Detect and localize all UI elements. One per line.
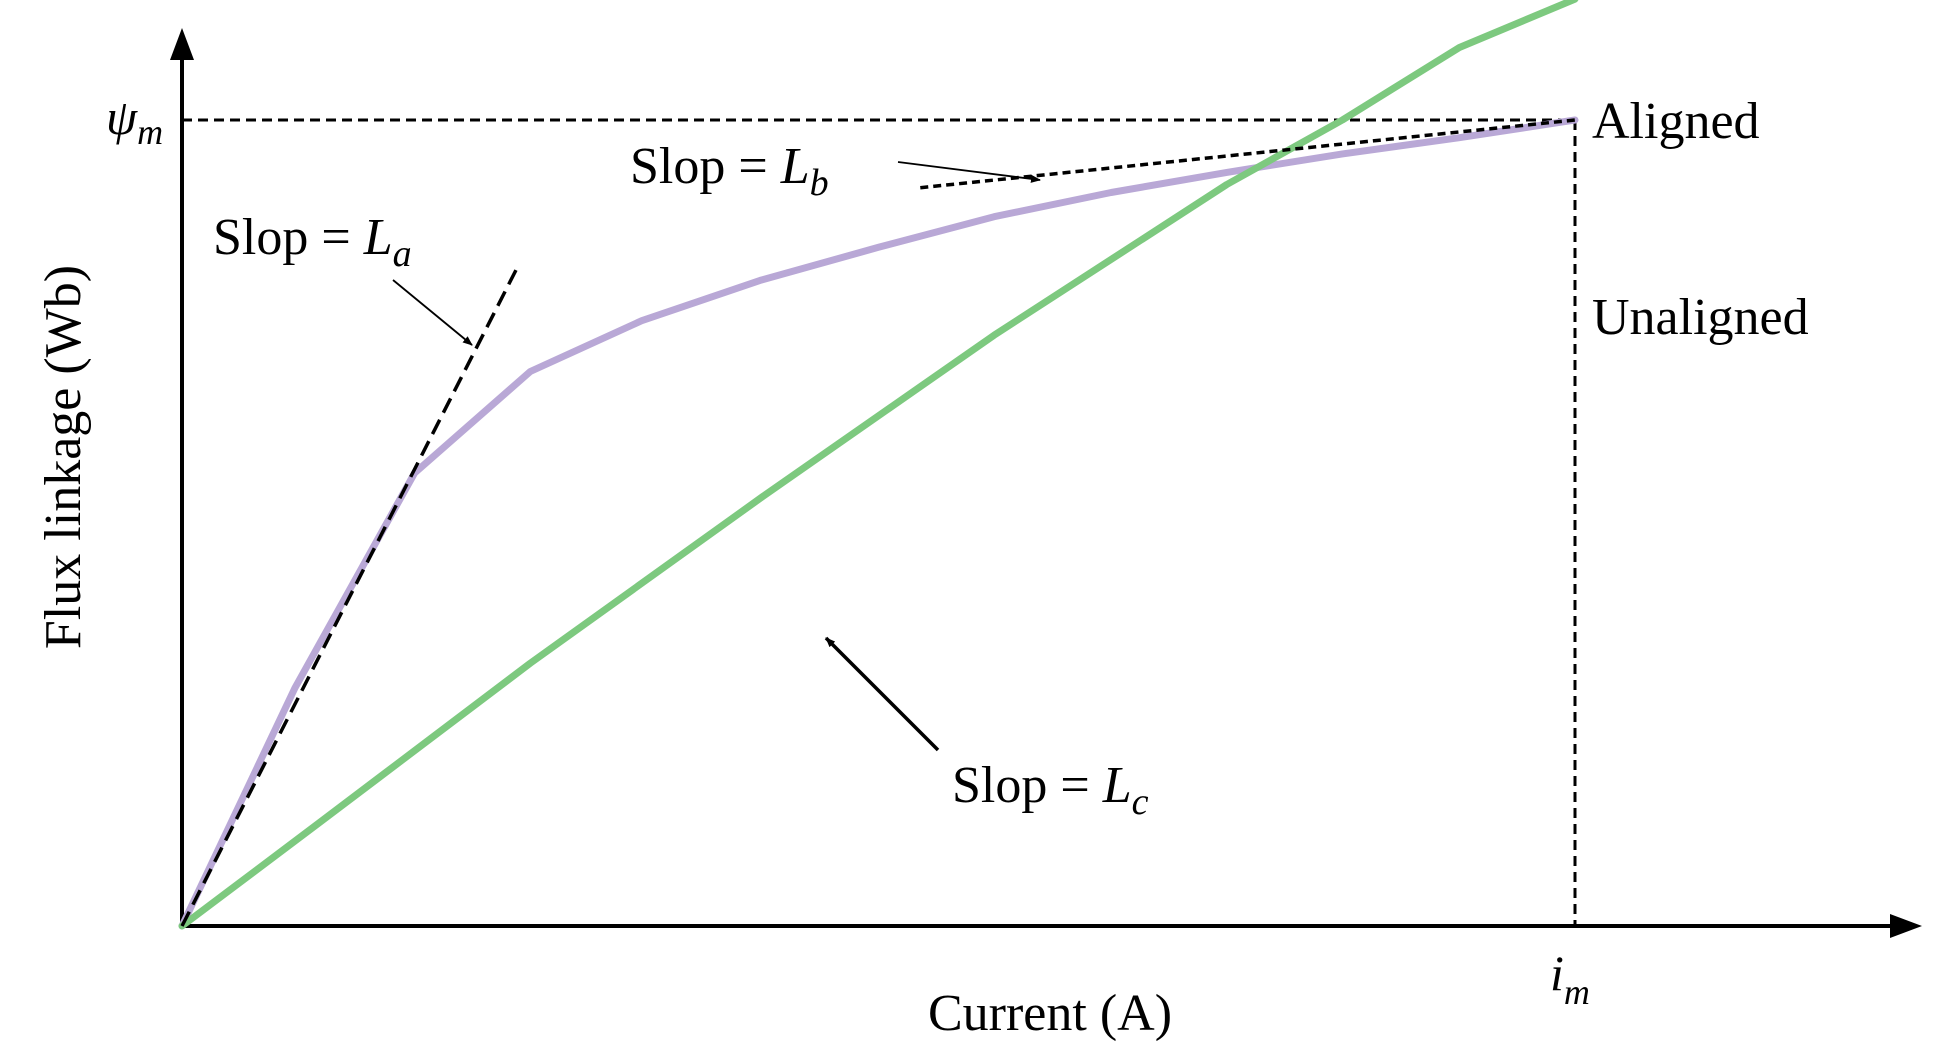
y-axis <box>170 28 194 926</box>
y-axis-arrow <box>170 28 194 60</box>
lb-slope-annotation: Slop = Lb <box>630 138 829 204</box>
unaligned-curve <box>178 0 1579 930</box>
tangent-lb-line <box>920 118 1576 190</box>
unaligned-series-label: Unaligned <box>1592 289 1809 346</box>
psi-m-label: ψm <box>106 89 163 152</box>
lc-slope-annotation: Slop = Lc <box>952 757 1149 823</box>
x-axis-label: Current (A) <box>928 985 1172 1042</box>
la-slope-annotation: Slop = La <box>213 209 412 275</box>
aligned-series-label: Aligned <box>1592 93 1760 150</box>
x-axis <box>182 914 1922 938</box>
la-pointer-arrow <box>392 279 473 346</box>
lc-pointer-arrow <box>824 636 940 752</box>
tangent-la-line <box>180 265 520 927</box>
y-axis-label: Flux linkage (Wb) <box>35 265 92 649</box>
i-m-label: im <box>1550 945 1590 1012</box>
lb-pointer-arrow <box>897 161 1041 183</box>
x-axis-arrow <box>1890 914 1922 938</box>
